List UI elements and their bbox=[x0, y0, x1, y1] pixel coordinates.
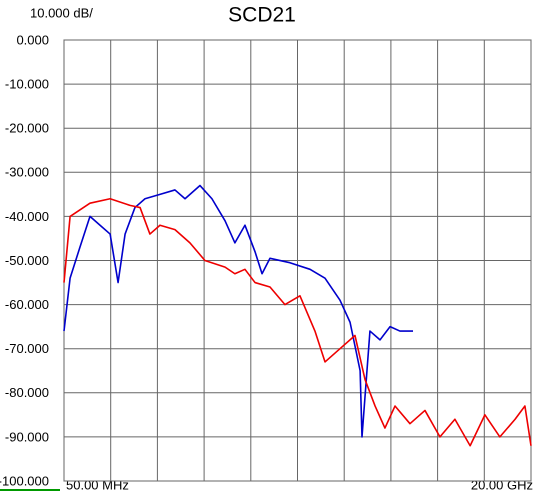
y-tick-label: -60.000 bbox=[5, 297, 49, 312]
y-tick-label: 0.000 bbox=[16, 32, 49, 47]
scale-label: 10.000 dB/ bbox=[30, 5, 93, 20]
x-tick-label: 20.00 GHz bbox=[471, 477, 533, 492]
y-tick-label: -90.000 bbox=[5, 429, 49, 444]
y-tick-label: -100.000 bbox=[0, 473, 49, 488]
y-tick-label: -10.000 bbox=[5, 77, 49, 92]
series-line bbox=[63, 184, 414, 438]
x-tick-label: 50.00 MHz bbox=[66, 477, 129, 492]
y-tick-label: -50.000 bbox=[5, 253, 49, 268]
y-tick-label: -70.000 bbox=[5, 341, 49, 356]
y-tick-label: -30.000 bbox=[5, 165, 49, 180]
chart-title: SCD21 bbox=[228, 4, 296, 27]
y-tick-label: -80.000 bbox=[5, 385, 49, 400]
y-tick-label: -20.000 bbox=[5, 121, 49, 136]
y-tick-label: -40.000 bbox=[5, 209, 49, 224]
series-line bbox=[63, 197, 532, 447]
